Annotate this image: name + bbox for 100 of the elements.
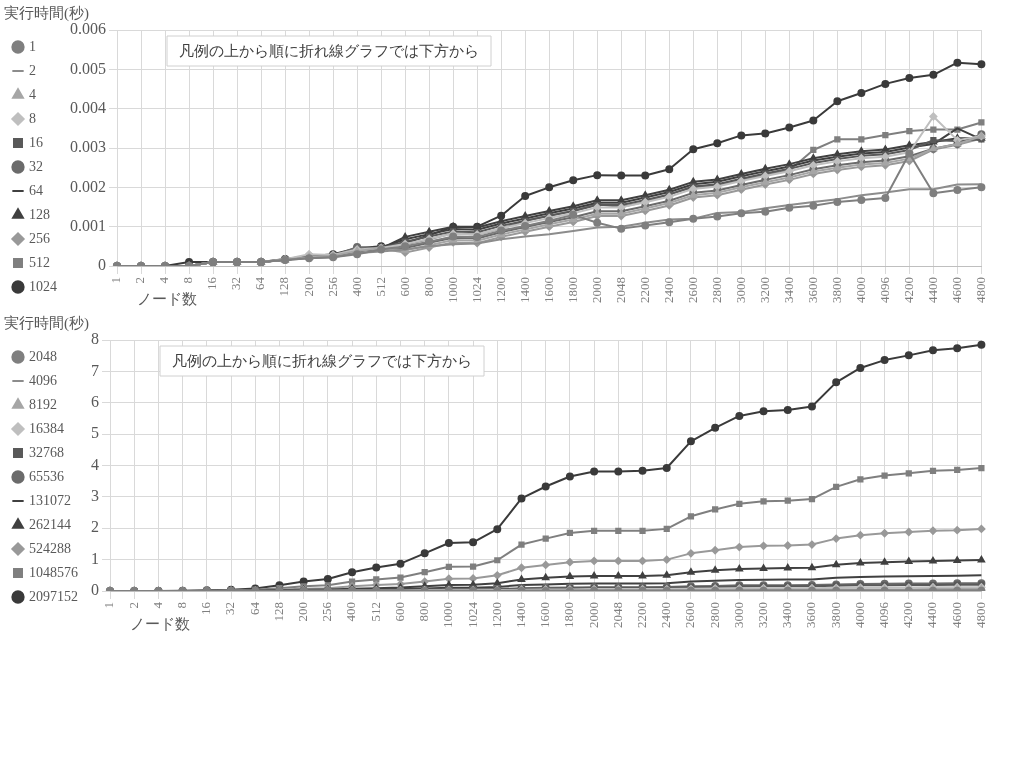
legend-label: 16384 — [29, 420, 64, 436]
x-tick-label: 1 — [108, 277, 124, 284]
x-tick-label: 32 — [222, 602, 238, 615]
x-tick-label: 4000 — [851, 602, 867, 628]
x-tick-label: 4800 — [972, 602, 988, 628]
x-axis-title: ノード数 — [137, 291, 197, 307]
x-tick-label: 1800 — [564, 277, 580, 303]
legend-label: 4096 — [29, 372, 57, 388]
x-tick-label: 1200 — [492, 277, 508, 303]
x-tick-label: 1000 — [444, 277, 460, 303]
x-tick-label: 400 — [348, 277, 364, 297]
x-tick-label: 3200 — [756, 277, 772, 303]
legend-label: 1 — [29, 38, 36, 54]
legend-label: 1048576 — [29, 564, 78, 580]
x-tick-label: 2 — [125, 602, 141, 609]
x-tick-label: 4600 — [948, 277, 964, 303]
x-tick-label: 2048 — [612, 277, 628, 303]
y-tick-label: 0.001 — [70, 216, 106, 234]
x-axis-title: ノード数 — [130, 616, 190, 632]
x-tick-label: 2800 — [708, 277, 724, 303]
x-tick-label: 32 — [228, 277, 244, 290]
legend-label: 8192 — [29, 396, 57, 412]
x-tick-label: 800 — [416, 602, 432, 622]
x-tick-label: 3800 — [827, 602, 843, 628]
legend-label: 2048 — [29, 348, 57, 364]
x-tick-label: 1024 — [468, 276, 484, 303]
x-tick-label: 512 — [367, 602, 383, 622]
legend-label: 262144 — [29, 516, 71, 532]
x-tick-label: 3800 — [828, 277, 844, 303]
x-tick-label: 2000 — [585, 602, 601, 628]
x-tick-label: 1024 — [464, 601, 480, 628]
x-tick-label: 2000 — [588, 277, 604, 303]
x-tick-label: 200 — [295, 602, 311, 622]
x-tick-label: 3200 — [754, 602, 770, 628]
legend-label: 512 — [29, 254, 50, 270]
y-tick-label: 0 — [91, 581, 99, 599]
x-tick-label: 16 — [204, 276, 220, 290]
legend-label: 2 — [29, 62, 36, 78]
legend-label: 2097152 — [29, 588, 78, 604]
x-tick-label: 4600 — [948, 602, 964, 628]
y-axis-title: 実行時間(秒) — [4, 5, 89, 22]
y-tick-label: 0.005 — [70, 59, 106, 77]
x-tick-label: 1200 — [488, 602, 504, 628]
x-tick-label: 16 — [198, 601, 214, 615]
legend-label: 131072 — [29, 492, 71, 508]
y-axis-title: 実行時間(秒) — [4, 315, 89, 332]
legend-label: 65536 — [29, 468, 64, 484]
x-tick-label: 1600 — [540, 277, 556, 303]
x-tick-label: 2 — [132, 277, 148, 284]
x-tick-label: 4 — [156, 276, 172, 284]
x-tick-label: 1400 — [516, 277, 532, 303]
x-tick-label: 800 — [420, 277, 436, 297]
x-tick-label: 400 — [343, 602, 359, 622]
y-tick-label: 3 — [91, 487, 99, 505]
annotation: 凡例の上から順に折れ線グラフでは下方から — [172, 353, 472, 369]
x-tick-label: 2200 — [633, 602, 649, 628]
y-tick-label: 1 — [91, 549, 99, 567]
legend-label: 256 — [29, 230, 50, 246]
x-tick-label: 8 — [180, 277, 196, 284]
x-tick-label: 4400 — [924, 277, 940, 303]
x-tick-label: 512 — [372, 277, 388, 297]
x-tick-label: 64 — [252, 276, 268, 290]
y-tick-label: 0.004 — [70, 98, 106, 116]
x-tick-label: 4200 — [900, 277, 916, 303]
x-tick-label: 64 — [246, 601, 262, 615]
x-tick-label: 3600 — [803, 602, 819, 628]
x-tick-label: 4096 — [876, 601, 891, 628]
legend-label: 4 — [29, 86, 36, 102]
x-tick-label: 2600 — [684, 277, 700, 303]
x-tick-label: 200 — [300, 277, 316, 297]
legend-label: 8 — [29, 110, 36, 126]
legend-label: 524288 — [29, 540, 71, 556]
x-tick-label: 2800 — [706, 602, 722, 628]
x-tick-label: 256 — [319, 601, 335, 622]
legend-label: 64 — [29, 182, 43, 198]
x-tick-label: 2600 — [682, 602, 698, 628]
x-tick-label: 2400 — [658, 602, 674, 628]
y-tick-label: 6 — [91, 392, 99, 410]
x-tick-label: 3000 — [732, 277, 748, 303]
legend-label: 32 — [29, 158, 43, 174]
x-tick-label: 128 — [276, 277, 292, 297]
x-tick-label: 4200 — [900, 602, 916, 628]
x-tick-label: 600 — [391, 602, 407, 622]
y-tick-label: 7 — [91, 361, 99, 379]
x-tick-label: 4 — [149, 601, 165, 609]
legend-label: 128 — [29, 206, 50, 222]
x-tick-label: 1400 — [512, 602, 528, 628]
x-tick-label: 3000 — [730, 602, 746, 628]
x-tick-label: 4400 — [924, 602, 940, 628]
y-tick-label: 4 — [91, 455, 99, 473]
x-tick-label: 4800 — [972, 277, 988, 303]
y-tick-label: 0.002 — [70, 177, 106, 195]
x-tick-label: 2200 — [636, 277, 652, 303]
x-tick-label: 4096 — [876, 276, 892, 303]
y-tick-label: 5 — [91, 424, 99, 442]
x-tick-label: 2048 — [609, 602, 625, 628]
x-tick-label: 1800 — [561, 602, 577, 628]
x-tick-label: 1600 — [537, 602, 553, 628]
x-tick-label: 3400 — [779, 602, 795, 628]
y-tick-label: 0.003 — [70, 138, 106, 156]
